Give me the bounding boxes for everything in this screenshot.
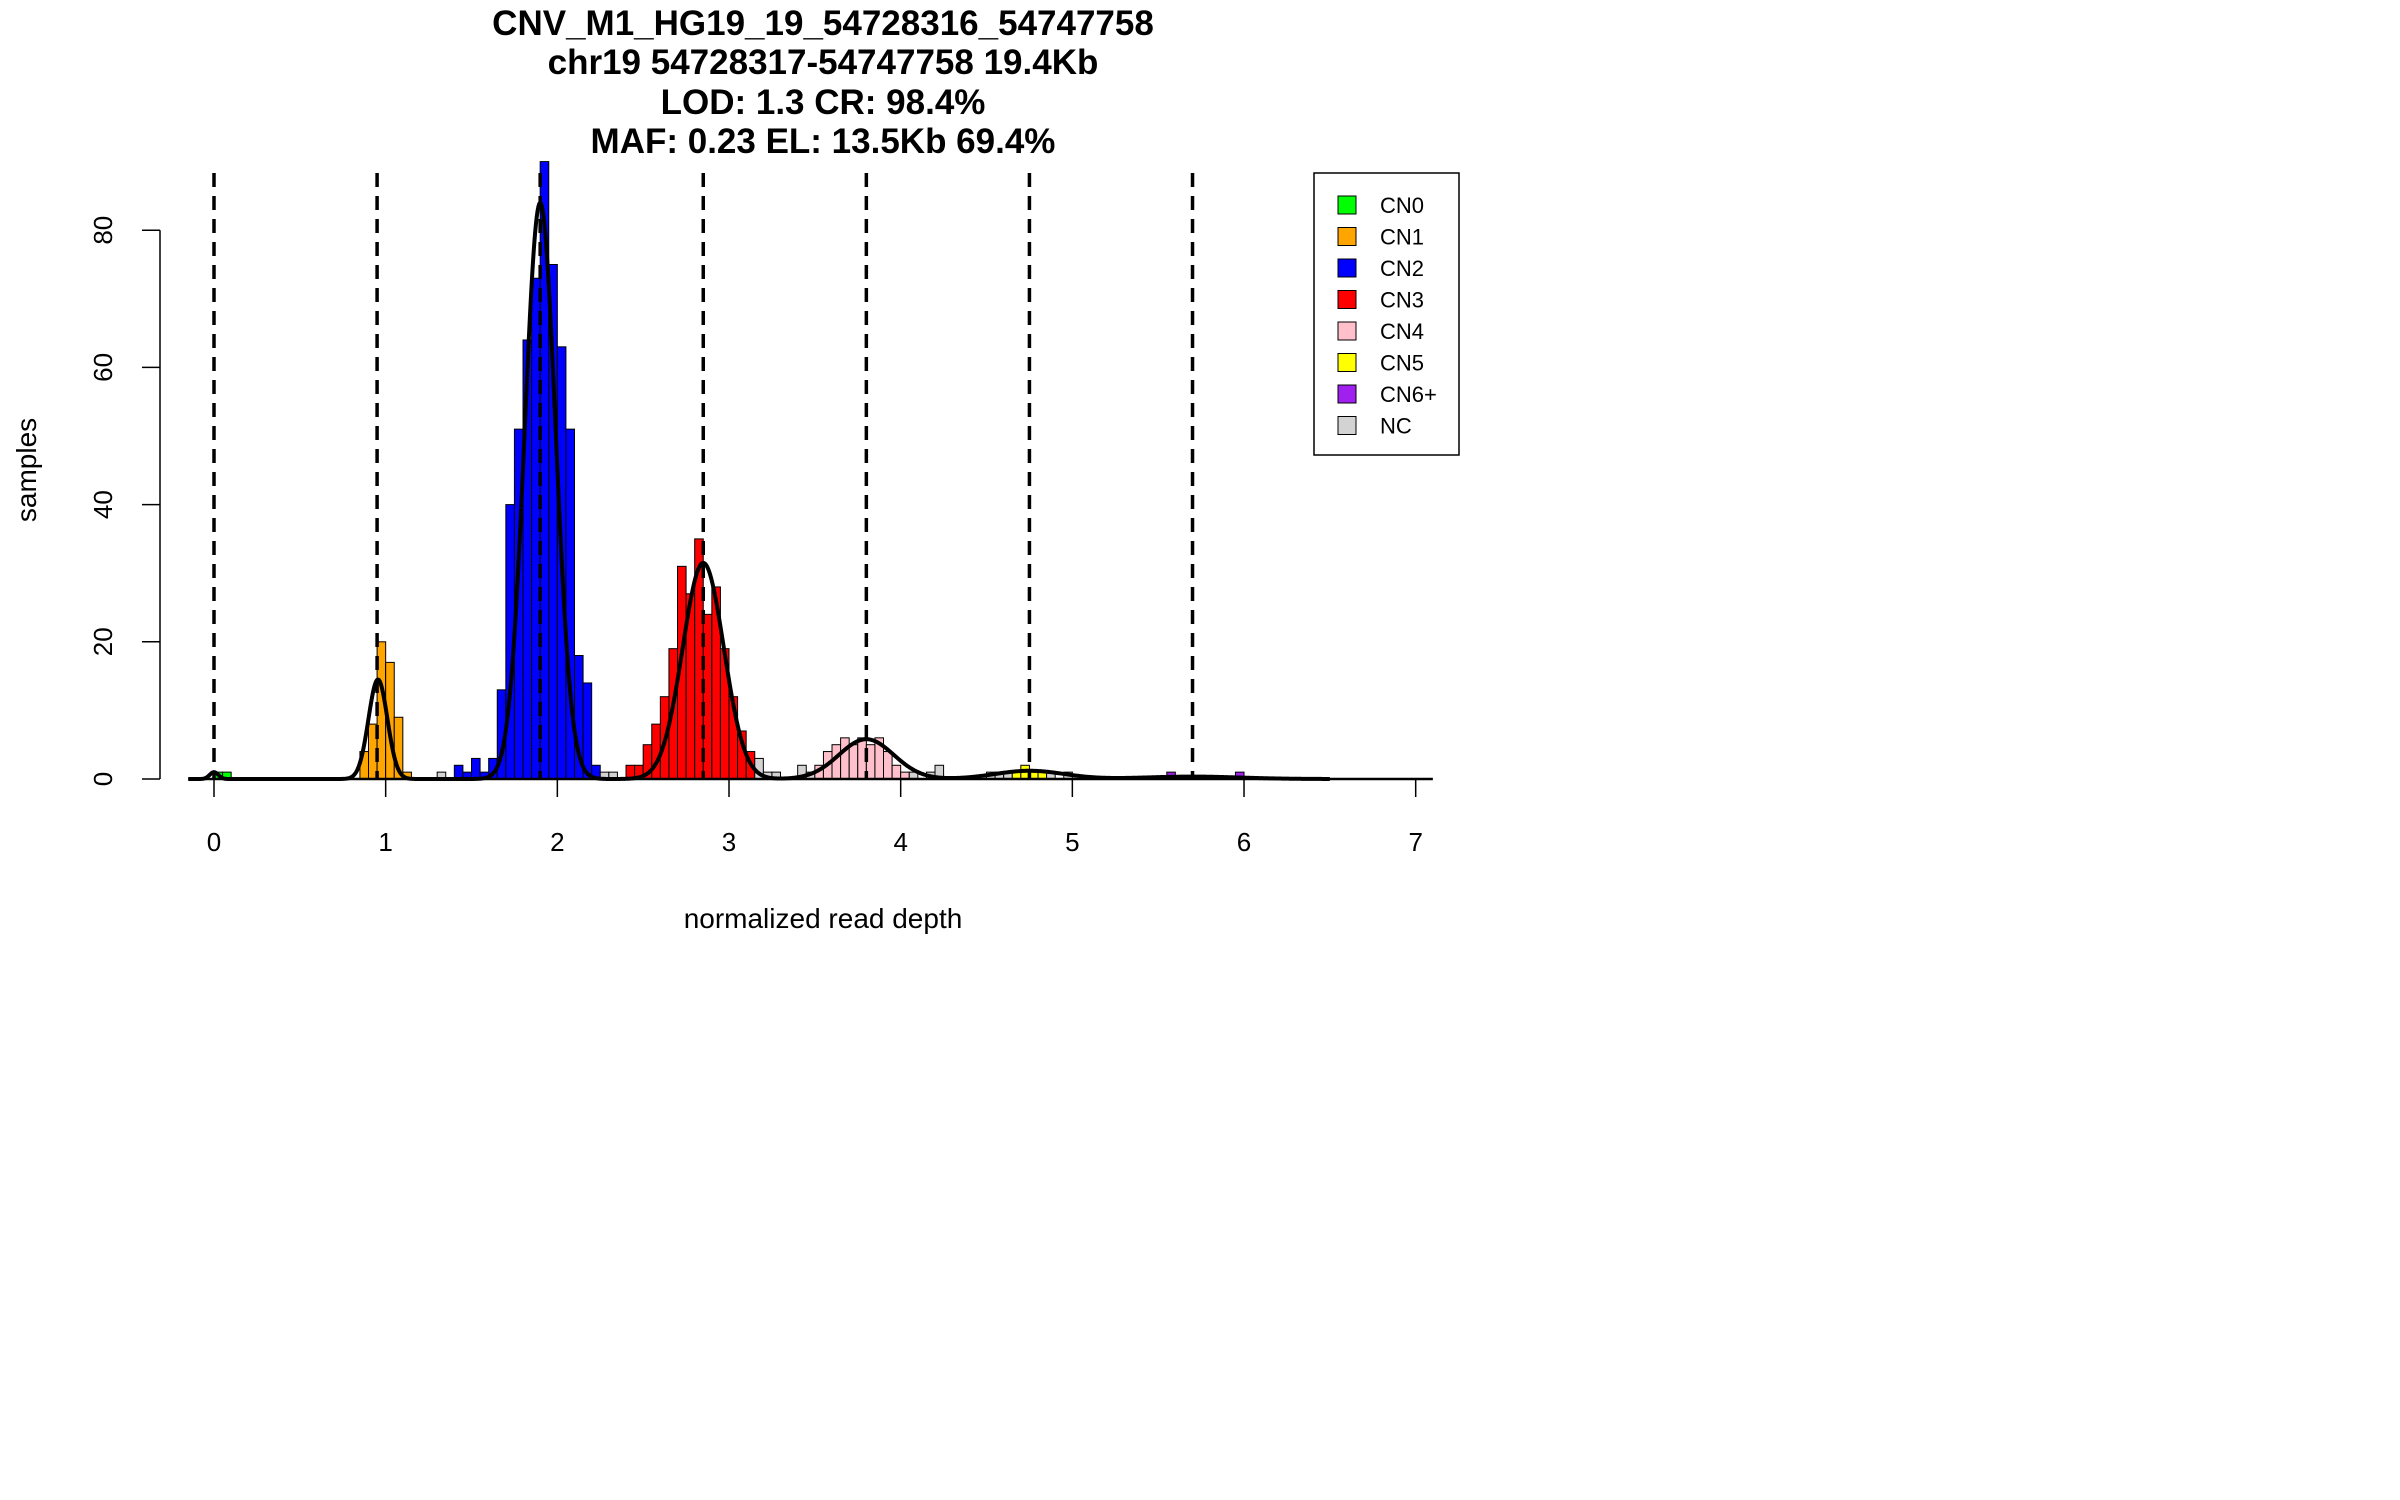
legend-label-nc: NC — [1380, 414, 1412, 439]
x-tick-label-5: 5 — [1065, 827, 1079, 857]
y-tick-label-2: 40 — [88, 490, 118, 519]
legend-box — [1313, 172, 1460, 456]
chart-title: CNV_M1_HG19_19_54728316_54747758 chr19 5… — [492, 4, 1154, 161]
histogram-bars — [213, 161, 1245, 780]
legend-label-cn3: CN3 — [1380, 288, 1424, 313]
legend-label-cn2: CN2 — [1380, 256, 1424, 281]
cnv-histogram-chart: CNV_M1_HG19_19_54728316_54747758 chr19 5… — [11, 4, 1460, 934]
y-tick-label-1: 20 — [88, 627, 118, 656]
x-tick-label-2: 2 — [550, 827, 564, 857]
legend-label-cn0: CN0 — [1380, 193, 1424, 218]
x-tick-label-0: 0 — [207, 827, 221, 857]
y-axis-label: samples — [11, 418, 42, 522]
x-tick-label-6: 6 — [1237, 827, 1251, 857]
y-axis: 0 20 40 60 80 — [88, 216, 161, 786]
title-line-1: CNV_M1_HG19_19_54728316_54747758 — [492, 4, 1154, 43]
legend-swatch-cn4 — [1337, 321, 1357, 341]
legend-swatch-nc — [1337, 416, 1357, 435]
x-tick-label-1: 1 — [378, 827, 392, 857]
fit-curve — [187, 200, 1331, 781]
legend-swatch-cn3 — [1337, 290, 1357, 309]
histogram-bar-cn4-57 — [891, 764, 902, 780]
legend-label-cn6plus: CN6+ — [1380, 382, 1437, 407]
legend-swatch-cn1 — [1337, 227, 1357, 246]
legend-swatch-cn0 — [1337, 195, 1357, 215]
legend-swatch-cn5 — [1337, 353, 1357, 372]
copy-number-guides — [212, 173, 1195, 779]
histogram-bar-cn2-9 — [453, 764, 464, 780]
legend: CN0 CN1 CN2 CN3 CN4 CN5 CN6+ NC — [1313, 172, 1460, 456]
x-tick-label-4: 4 — [893, 827, 907, 857]
histogram-bar-cn4-52 — [848, 744, 859, 780]
histogram-bar-cn4-56 — [883, 751, 893, 780]
legend-swatch-cn2 — [1337, 258, 1357, 278]
title-line-2: chr19 54728317-54747758 19.4Kb — [548, 43, 1099, 82]
y-tick-label-3: 60 — [88, 353, 118, 382]
y-tick-label-0: 0 — [88, 772, 118, 786]
histogram-bar-cn2-11 — [471, 757, 481, 780]
legend-swatch-cn6plus — [1337, 384, 1357, 404]
y-tick-label-4: 80 — [88, 216, 118, 245]
legend-label-cn5: CN5 — [1380, 351, 1424, 376]
x-tick-label-3: 3 — [722, 827, 736, 857]
histogram-bar-cn4-51 — [840, 737, 850, 780]
legend-label-cn4: CN4 — [1380, 319, 1424, 344]
x-tick-label-7: 7 — [1408, 827, 1422, 857]
x-axis: 0 1 2 3 4 5 6 7 — [188, 777, 1433, 857]
x-axis-label: normalized read depth — [684, 903, 963, 934]
title-line-3: LOD: 1.3 CR: 98.4% — [661, 83, 986, 122]
legend-label-cn1: CN1 — [1380, 225, 1424, 250]
title-line-4: MAF: 0.23 EL: 13.5Kb 69.4% — [591, 122, 1056, 161]
mixture-fit — [187, 200, 1331, 781]
histogram-bar-cn2-24 — [582, 682, 593, 780]
